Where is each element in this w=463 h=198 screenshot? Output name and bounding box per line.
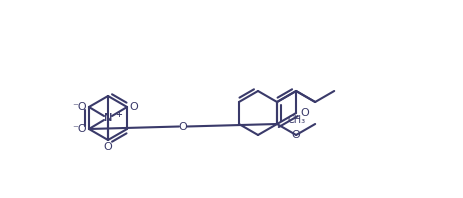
Text: O: O xyxy=(178,122,187,131)
Text: ⁻O: ⁻O xyxy=(72,124,87,134)
Text: +: + xyxy=(115,109,122,118)
Text: O: O xyxy=(103,142,112,152)
Text: O: O xyxy=(300,108,308,118)
Text: O: O xyxy=(291,130,300,140)
Text: N: N xyxy=(104,113,112,123)
Text: N: N xyxy=(104,113,112,123)
Text: +: + xyxy=(115,109,122,118)
Text: O: O xyxy=(129,102,138,112)
Text: CH₃: CH₃ xyxy=(287,115,305,125)
Text: ⁻O: ⁻O xyxy=(72,102,87,112)
